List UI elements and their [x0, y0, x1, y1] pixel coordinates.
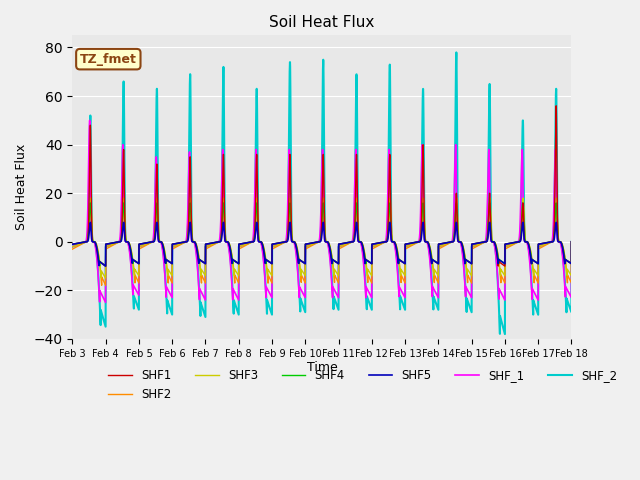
- SHF_2: [433, 304, 441, 310]
- Legend: SHF1, SHF2, SHF3, SHF4, SHF5, SHF_1, SHF_2: SHF1, SHF2, SHF3, SHF4, SHF5, SHF_1, SHF…: [103, 365, 622, 406]
- SHF3: [547, 240, 554, 245]
- SHF5: [433, 260, 441, 266]
- SHF5: [547, 239, 554, 245]
- Line: SHF4: SHF4: [72, 203, 572, 266]
- SHF5: [447, 239, 455, 245]
- SHF1: [547, 239, 554, 245]
- SHF4: [547, 239, 554, 245]
- SHF_2: [68, 244, 76, 250]
- SHF3: [568, 239, 575, 245]
- Line: SHF_2: SHF_2: [72, 52, 572, 334]
- SHF3: [541, 241, 548, 247]
- SHF1: [238, 241, 246, 247]
- SHF_1: [541, 241, 548, 247]
- SHF4: [68, 241, 76, 247]
- SHF2: [433, 278, 441, 284]
- SHF1: [541, 240, 548, 246]
- SHF1: [447, 239, 455, 245]
- SHF_2: [568, 239, 575, 245]
- SHF2: [305, 244, 312, 250]
- SHF_2: [452, 49, 460, 55]
- SHF5: [102, 263, 109, 269]
- SHF5: [68, 241, 76, 247]
- SHF_2: [447, 239, 455, 245]
- X-axis label: Time: Time: [307, 361, 337, 374]
- SHF3: [68, 244, 76, 250]
- Title: Soil Heat Flux: Soil Heat Flux: [269, 15, 374, 30]
- SHF5: [305, 241, 312, 247]
- SHF4: [102, 263, 109, 269]
- SHF_1: [102, 300, 109, 305]
- Line: SHF5: SHF5: [72, 222, 572, 266]
- SHF2: [553, 203, 561, 208]
- SHF_2: [547, 239, 554, 245]
- SHF_2: [305, 242, 312, 248]
- SHF2: [541, 243, 548, 249]
- SHF5: [541, 240, 548, 246]
- SHF1: [568, 239, 575, 245]
- SHF1: [305, 241, 312, 247]
- SHF_2: [541, 241, 548, 247]
- SHF4: [447, 239, 455, 245]
- SHF1: [433, 260, 441, 266]
- SHF4: [433, 260, 441, 266]
- SHF1: [552, 103, 560, 108]
- SHF_1: [68, 244, 76, 250]
- SHF_1: [238, 242, 246, 248]
- SHF2: [238, 244, 246, 250]
- SHF5: [238, 241, 246, 247]
- Line: SHF3: SHF3: [72, 198, 572, 278]
- SHF4: [568, 239, 575, 245]
- SHF4: [541, 240, 548, 246]
- SHF_2: [501, 331, 509, 337]
- SHF4: [153, 200, 161, 206]
- SHF3: [305, 242, 312, 248]
- SHF2: [547, 240, 554, 245]
- SHF_2: [238, 242, 246, 248]
- Line: SHF2: SHF2: [72, 205, 572, 286]
- SHF4: [238, 241, 246, 247]
- SHF_1: [86, 118, 93, 123]
- SHF_1: [433, 293, 441, 299]
- SHF2: [447, 239, 455, 245]
- Line: SHF_1: SHF_1: [72, 120, 572, 302]
- SHF1: [501, 263, 509, 269]
- SHF5: [568, 239, 575, 245]
- SHF_1: [568, 239, 575, 245]
- Line: SHF1: SHF1: [72, 106, 572, 266]
- SHF2: [568, 239, 575, 245]
- SHF3: [447, 239, 455, 245]
- SHF2: [68, 246, 76, 252]
- Y-axis label: Soil Heat Flux: Soil Heat Flux: [15, 144, 28, 230]
- SHF5: [153, 219, 161, 225]
- SHF2: [102, 283, 109, 288]
- SHF3: [102, 275, 109, 281]
- SHF1: [68, 241, 76, 247]
- Text: TZ_fmet: TZ_fmet: [80, 53, 137, 66]
- SHF3: [238, 242, 246, 248]
- SHF_1: [447, 239, 455, 245]
- SHF_1: [305, 242, 312, 248]
- SHF_1: [547, 239, 554, 245]
- SHF4: [305, 241, 312, 247]
- SHF3: [433, 271, 441, 277]
- SHF3: [553, 195, 561, 201]
